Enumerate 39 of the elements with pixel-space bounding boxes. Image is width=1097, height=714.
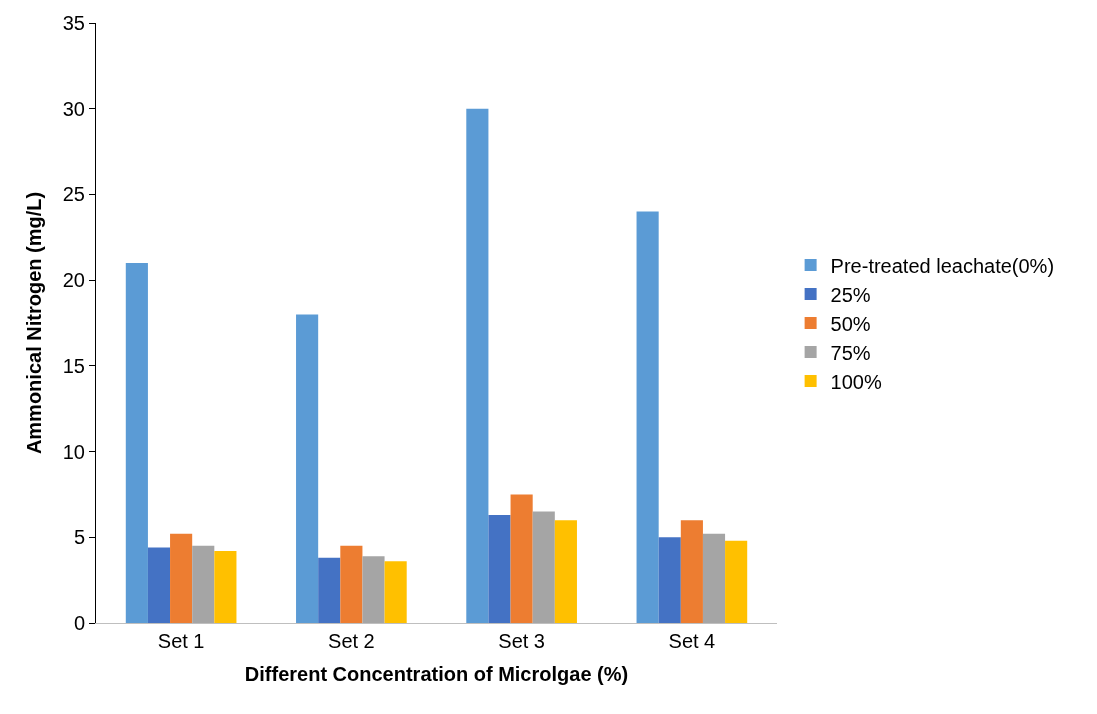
bar — [192, 545, 215, 623]
bar — [725, 540, 748, 623]
y-tick-label: 5 — [73, 526, 85, 549]
y-tick-label: 0 — [73, 612, 85, 634]
y-tick-label: 35 — [62, 12, 85, 34]
bar — [170, 533, 193, 623]
bar — [702, 533, 726, 623]
legend-label: Pre-treated leachate(0%) — [830, 254, 1055, 277]
x-axis-title: Different Concentration of Microlgae (%) — [244, 662, 629, 685]
bar — [466, 108, 489, 623]
bar — [362, 556, 385, 623]
bar — [214, 551, 237, 623]
y-tick-label: 20 — [62, 269, 85, 292]
y-tick-label: 30 — [62, 97, 85, 120]
legend-label: 100% — [830, 370, 882, 393]
bar — [384, 561, 407, 623]
x-tick-label: Set 2 — [328, 630, 375, 652]
bar — [488, 515, 511, 623]
bar — [318, 557, 341, 623]
x-tick-label: Set 1 — [157, 630, 205, 652]
bar — [636, 211, 659, 623]
bar — [680, 520, 703, 623]
x-tick-label: Set 3 — [498, 630, 545, 652]
bar — [658, 537, 681, 623]
bar — [125, 263, 148, 623]
legend-label: 50% — [830, 312, 871, 335]
bar — [147, 547, 171, 623]
bar — [554, 520, 577, 623]
y-tick-label: 10 — [62, 440, 85, 463]
bar — [340, 545, 363, 623]
y-axis-title: Ammonical Nitrogen (mg/L) — [23, 191, 46, 455]
x-tick-label: Set 4 — [668, 630, 716, 652]
legend-label: 25% — [830, 283, 871, 306]
bar — [532, 511, 555, 623]
bar — [296, 314, 319, 623]
y-tick-label: 25 — [62, 183, 85, 206]
y-tick-label: 15 — [62, 354, 85, 377]
legend-label: 75% — [830, 341, 871, 364]
bar — [510, 494, 533, 623]
